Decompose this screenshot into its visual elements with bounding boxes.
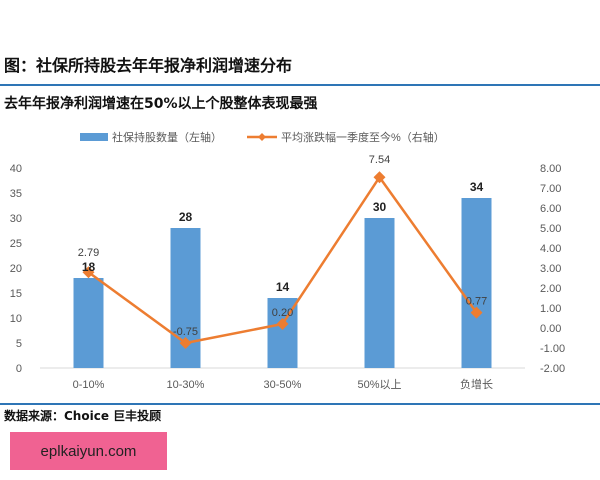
line-data-label: 0.20 xyxy=(272,307,293,319)
figure-title: 图：社保所持股去年年报净利润增速分布 xyxy=(4,56,293,75)
bar-data-label: 14 xyxy=(276,280,290,294)
left-tick-label: 20 xyxy=(10,263,22,275)
left-tick-label: 5 xyxy=(16,338,22,350)
right-tick-label: 0.00 xyxy=(540,323,561,335)
bar xyxy=(73,278,104,368)
right-tick-label: 8.00 xyxy=(540,163,561,175)
left-tick-label: 10 xyxy=(10,313,22,325)
bar xyxy=(461,198,492,368)
line-marker xyxy=(179,337,192,349)
right-tick-label: 7.00 xyxy=(540,183,561,195)
left-tick-label: 15 xyxy=(10,288,22,300)
line-data-label: -0.75 xyxy=(173,326,198,338)
right-tick-label: 1.00 xyxy=(540,303,561,315)
x-tick-label: 0-10% xyxy=(73,379,105,391)
left-tick-label: 35 xyxy=(10,188,22,200)
bar-data-label: 28 xyxy=(179,210,193,224)
x-tick-label: 30-50% xyxy=(264,379,302,391)
right-tick-label: 4.00 xyxy=(540,243,561,255)
left-tick-label: 0 xyxy=(16,363,22,375)
left-tick-label: 25 xyxy=(10,238,22,250)
x-tick-label: 负增长 xyxy=(460,377,493,391)
chart: 0 5 10 15 20 25 30 35 40 -2.00 -1.00 0.00 1.00 2.00 3.… xyxy=(10,130,565,391)
line-marker xyxy=(276,318,289,330)
right-tick-label: 3.00 xyxy=(540,263,561,275)
left-tick-label: 40 xyxy=(10,163,22,175)
x-tick-label: 50%以上 xyxy=(357,378,401,391)
line-marker xyxy=(373,171,386,184)
right-tick-label: 6.00 xyxy=(540,203,561,215)
line-data-label: 7.54 xyxy=(369,154,390,166)
watermark-badge: eplkaiyun.com xyxy=(10,432,167,470)
x-tick-label: 10-30% xyxy=(167,379,205,391)
legend-line-label: 平均涨跌幅一季度至今%（右轴） xyxy=(281,130,445,144)
left-tick-label: 30 xyxy=(10,213,22,225)
bottom-divider xyxy=(0,403,600,405)
line-marker xyxy=(470,306,483,319)
legend-line-marker xyxy=(258,133,266,141)
legend-bar-label: 社保持股数量（左轴） xyxy=(112,130,222,144)
right-tick-label: -2.00 xyxy=(540,363,565,375)
line-marker xyxy=(82,266,95,279)
source-note: 数据来源：Choice 巨丰投顾 xyxy=(4,409,162,423)
right-tick-label: 5.00 xyxy=(540,223,561,235)
bar xyxy=(364,218,395,368)
bar-data-label: 30 xyxy=(373,200,387,214)
line-data-label: 0.77 xyxy=(466,296,487,308)
right-tick-label: -1.00 xyxy=(540,343,565,355)
chart-subtitle: 去年年报净利润增速在50%以上个股整体表现最强 xyxy=(4,96,318,112)
right-tick-label: 2.00 xyxy=(540,283,561,295)
line-data-label: 2.79 xyxy=(78,247,99,259)
bar-data-label: 34 xyxy=(470,180,484,194)
legend-bar-swatch xyxy=(80,133,108,141)
bar-data-label: 18 xyxy=(82,260,96,274)
title-divider xyxy=(0,84,600,86)
